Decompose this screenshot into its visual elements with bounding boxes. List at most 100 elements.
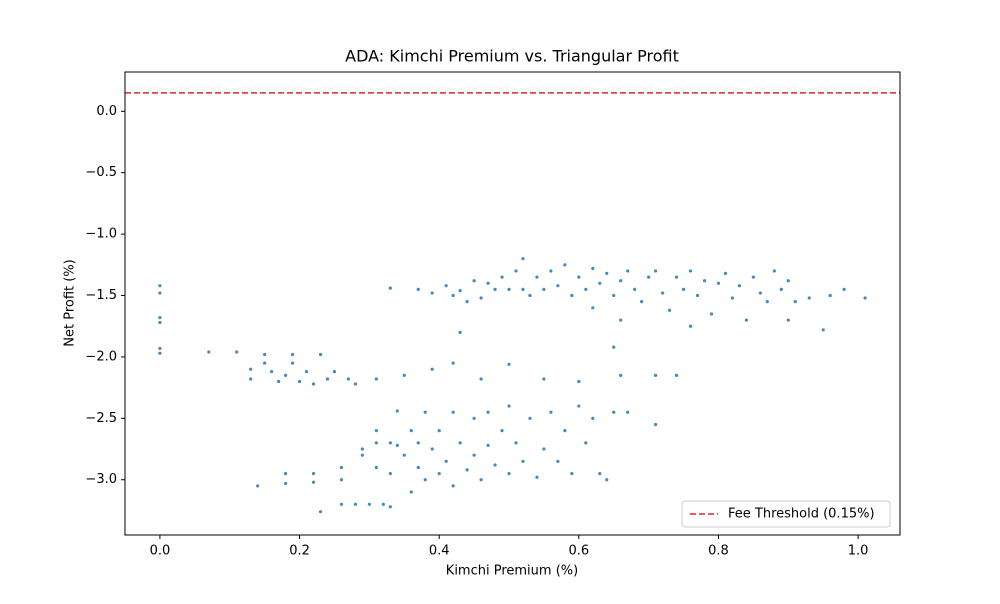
point — [751, 275, 755, 279]
point — [612, 345, 616, 349]
point — [807, 296, 811, 300]
x-axis-label: Kimchi Premium (%) — [446, 564, 578, 579]
point — [381, 502, 385, 506]
point — [716, 281, 721, 285]
point — [591, 306, 595, 310]
point — [374, 465, 378, 470]
point — [507, 471, 511, 476]
point — [619, 279, 623, 283]
point — [416, 287, 420, 291]
point — [430, 367, 434, 371]
point — [318, 510, 323, 514]
point — [612, 293, 616, 298]
point — [688, 269, 693, 273]
point — [528, 293, 532, 298]
point — [339, 478, 344, 482]
point — [388, 286, 392, 290]
chart-title: ADA: Kimchi Premium vs. Triangular Profi… — [345, 47, 679, 66]
point — [479, 478, 483, 482]
point — [311, 382, 316, 386]
point — [353, 382, 358, 386]
point — [451, 361, 455, 365]
point — [500, 429, 504, 433]
point — [479, 296, 483, 300]
point — [451, 293, 455, 298]
y-tick-label: −2.0 — [85, 349, 117, 364]
point — [465, 300, 469, 304]
point — [598, 281, 602, 285]
point — [451, 410, 455, 414]
point — [709, 312, 714, 316]
point — [821, 328, 825, 332]
point — [493, 463, 497, 467]
point — [647, 275, 651, 279]
point — [158, 346, 162, 350]
legend-box — [681, 500, 891, 528]
y-tick-label: 0.0 — [96, 104, 117, 119]
point — [654, 422, 658, 427]
point — [158, 291, 162, 295]
point — [654, 269, 658, 273]
point — [507, 404, 511, 408]
point — [598, 471, 602, 476]
point — [514, 441, 518, 445]
point — [409, 490, 413, 494]
point — [542, 287, 546, 291]
x-tick-label: 0.4 — [429, 544, 450, 559]
point — [591, 266, 595, 271]
point — [695, 293, 700, 298]
point — [779, 287, 783, 291]
point — [374, 429, 378, 433]
point — [256, 484, 260, 488]
point — [395, 409, 399, 413]
point — [297, 379, 302, 384]
point — [528, 416, 532, 420]
x-tick-label: 1.0 — [848, 544, 869, 559]
point — [158, 284, 162, 288]
point — [549, 269, 553, 273]
point — [283, 481, 288, 486]
point — [577, 379, 581, 384]
x-tick-label: 0.2 — [289, 544, 310, 559]
y-tick-label: −3.0 — [85, 472, 117, 487]
y-axis-label: Net Profit (%) — [63, 259, 78, 347]
point — [793, 300, 797, 304]
point — [458, 289, 462, 293]
point — [360, 453, 364, 457]
point — [388, 441, 392, 445]
point — [360, 447, 364, 451]
point — [430, 291, 434, 295]
point — [674, 373, 679, 377]
point — [514, 269, 518, 273]
point — [409, 429, 413, 433]
point — [730, 296, 735, 300]
point — [311, 480, 316, 484]
y-tick-label: −0.5 — [85, 165, 117, 180]
point — [402, 373, 406, 377]
point — [765, 300, 769, 304]
point — [619, 373, 623, 377]
point — [577, 404, 581, 408]
point — [158, 316, 162, 320]
point — [633, 287, 637, 291]
point — [863, 296, 867, 300]
y-tick-label: −1.5 — [85, 288, 117, 303]
point — [290, 361, 295, 365]
point — [702, 279, 707, 283]
point — [563, 429, 567, 433]
point — [472, 416, 476, 420]
point — [737, 284, 742, 288]
point — [388, 505, 392, 509]
point — [688, 324, 693, 328]
point — [304, 370, 309, 374]
point — [786, 318, 790, 322]
point — [332, 370, 337, 374]
point — [158, 351, 162, 355]
point — [570, 293, 574, 298]
point — [416, 465, 420, 470]
point — [472, 453, 476, 457]
point — [640, 300, 644, 304]
point — [619, 318, 623, 322]
point — [458, 330, 462, 334]
